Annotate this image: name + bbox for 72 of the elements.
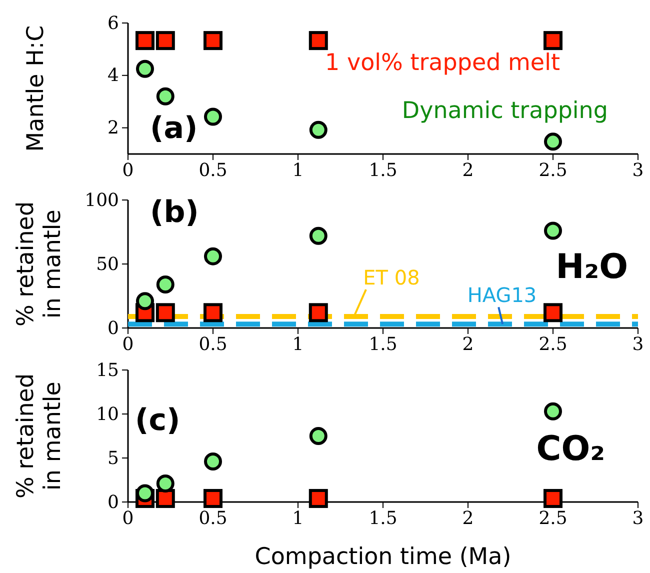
x-tick-label: 2 [462,160,474,181]
x-tick-label: 1 [292,508,304,529]
point [136,31,154,50]
x-tick-label: 1.5 [368,334,398,355]
y-tick-label: 50 [96,254,119,275]
point [136,60,154,78]
point [544,488,562,508]
y-tick-label: 15 [96,360,119,381]
point [156,87,174,106]
x-tick-label: 0 [122,508,134,529]
ref-line-label: HAG13 [467,283,537,308]
y-tick-label: 2 [108,118,119,139]
x-tick-label: 3 [632,160,644,181]
x-tick-label: 2 [462,334,474,355]
y-tick-label: 0 [108,318,119,339]
x-tick-label: 1 [292,160,304,181]
point [204,488,222,508]
point [156,303,175,322]
x-tick-label: 1 [292,334,304,355]
point [204,303,222,322]
point [308,31,328,50]
x-tick-label: 0.5 [198,334,228,355]
x-tick-label: 1.5 [368,160,398,181]
text: Dynamic trapping [402,98,608,124]
point [308,303,328,322]
point [309,427,328,445]
y-tick-label: 100 [84,190,119,211]
point [544,222,562,240]
point [156,275,174,294]
series-label: 1 vol% trapped melt [325,50,560,76]
annotation: H₂O [556,247,628,287]
point [544,31,562,50]
x-tick-label: 0.5 [198,508,228,529]
x-tick-label: 3 [632,508,644,529]
point [156,474,174,493]
y-axis-title: % retained in mantle [13,201,66,327]
point [309,120,328,139]
y-tick-label: 10 [96,404,119,425]
x-tick-label: 2.5 [538,334,568,355]
y-tick-label: 0 [108,492,119,513]
x-tick-label: 1.5 [368,508,398,529]
annotation: (b) [150,195,199,230]
y-axis-title: Mantle H:C [23,25,49,152]
y-tick-label: 4 [108,65,119,86]
point [156,488,175,508]
y-tick-label: 5 [108,448,119,469]
x-tick-label: 3 [632,334,644,355]
x-tick-label: 2.5 [538,508,568,529]
point [544,402,562,420]
point [204,247,222,266]
point [156,31,175,50]
x-tick-label: 2.5 [538,160,568,181]
x-tick-label: 0 [122,160,134,181]
point [136,484,154,502]
point [204,452,222,471]
point [308,488,328,508]
x-tick-label: 0 [122,334,134,355]
ref-line-label: ET 08 [363,265,420,290]
annotation: (a) [150,111,198,146]
annotation: (c) [135,403,180,438]
x-tick-label: 0.5 [198,160,228,181]
point [204,108,222,126]
point [136,292,154,310]
point [309,226,328,245]
point [204,31,222,50]
x-tick-label: 2 [462,508,474,529]
point [544,303,562,322]
x-axis-title: Compaction time (Ma) [254,544,512,570]
y-axis-title: % retained in mantle [13,373,66,499]
point [544,132,562,151]
annotation: CO₂ [536,429,605,469]
y-tick-label: 6 [108,12,119,34]
